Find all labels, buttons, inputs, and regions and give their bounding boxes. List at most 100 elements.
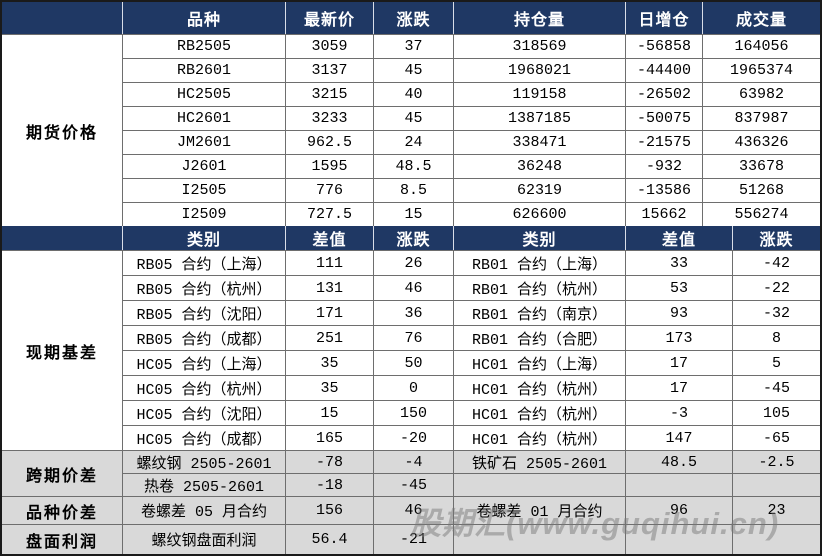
table-cell: RB01 合约（南京） (453, 300, 625, 325)
table-cell: 35 (285, 350, 373, 375)
table-cell: HC05 合约（上海） (122, 350, 285, 375)
column-header-change: 涨跌 (373, 2, 453, 34)
table-cell: -42 (732, 250, 820, 275)
table-cell: 铁矿石 2505-2601 (453, 450, 625, 473)
table-cell: 727.5 (285, 202, 373, 226)
table-cell: 171 (285, 300, 373, 325)
table-cell: -45 (373, 473, 453, 496)
table-cell: -932 (625, 154, 702, 178)
section-label-spot-basis: 现期基差 (2, 250, 122, 450)
table-cell: -50075 (625, 106, 702, 130)
table-cell (453, 524, 625, 554)
table-cell: 33678 (702, 154, 820, 178)
table-cell: 48.5 (373, 154, 453, 178)
table-cell: 131 (285, 275, 373, 300)
table-cell: 318569 (453, 34, 625, 58)
table-cell: 40 (373, 82, 453, 106)
table-cell: I2505 (122, 178, 285, 202)
table-cell: 119158 (453, 82, 625, 106)
table-cell: -44400 (625, 58, 702, 82)
table-cell: -26502 (625, 82, 702, 106)
table-cell: 93 (625, 300, 732, 325)
column-header-category-right: 类别 (453, 226, 625, 250)
table-cell: HC05 合约（沈阳） (122, 400, 285, 425)
table-cell: 45 (373, 58, 453, 82)
column-header-diff-left: 差值 (285, 226, 373, 250)
table-cell: 837987 (702, 106, 820, 130)
table-cell: 63982 (702, 82, 820, 106)
table-cell: RB01 合约（上海） (453, 250, 625, 275)
table-cell: 3233 (285, 106, 373, 130)
section-label-futures-price: 期货价格 (2, 34, 122, 226)
table-cell: 36 (373, 300, 453, 325)
column-header-daily-oi-change: 日增仓 (625, 2, 702, 34)
table-cell: 热卷 2505-2601 (122, 473, 285, 496)
column-header-change-right: 涨跌 (732, 226, 820, 250)
table-cell: RB05 合约（沈阳） (122, 300, 285, 325)
table-cell: 卷螺差 05 月合约 (122, 496, 285, 524)
table-cell: 3137 (285, 58, 373, 82)
table-cell: 46 (373, 496, 453, 524)
table-cell: 17 (625, 350, 732, 375)
column-header-diff-right: 差值 (625, 226, 732, 250)
table-cell: 1387185 (453, 106, 625, 130)
table-cell: 156 (285, 496, 373, 524)
table-cell: 164056 (702, 34, 820, 58)
column-header-variety: 品种 (122, 2, 285, 34)
table-cell: RB05 合约（成都） (122, 325, 285, 350)
table-cell: 150 (373, 400, 453, 425)
table-cell: 17 (625, 375, 732, 400)
table-cell: 338471 (453, 130, 625, 154)
header-corner-cell (2, 2, 122, 34)
table-cell: 251 (285, 325, 373, 350)
table-cell: 33 (625, 250, 732, 275)
table-cell (732, 473, 820, 496)
table-cell: I2509 (122, 202, 285, 226)
table-cell: -45 (732, 375, 820, 400)
table-cell: 8.5 (373, 178, 453, 202)
table-cell: 53 (625, 275, 732, 300)
table-cell: 50 (373, 350, 453, 375)
table-cell: 76 (373, 325, 453, 350)
table-cell: -3 (625, 400, 732, 425)
table-cell: 51268 (702, 178, 820, 202)
table-cell: RB01 合约（杭州） (453, 275, 625, 300)
column-header-change-left: 涨跌 (373, 226, 453, 250)
table-cell: 147 (625, 425, 732, 450)
table-cell: 螺纹钢盘面利润 (122, 524, 285, 554)
table-cell: -4 (373, 450, 453, 473)
table-cell: 46 (373, 275, 453, 300)
table-cell: -32 (732, 300, 820, 325)
table-cell: 45 (373, 106, 453, 130)
table-cell: 962.5 (285, 130, 373, 154)
table-cell: 23 (732, 496, 820, 524)
table-cell: 436326 (702, 130, 820, 154)
table-cell: 626600 (453, 202, 625, 226)
table-cell: RB01 合约（合肥） (453, 325, 625, 350)
table-cell: 105 (732, 400, 820, 425)
table-cell: 15 (285, 400, 373, 425)
table-cell: 15662 (625, 202, 702, 226)
table-cell: HC05 合约（杭州） (122, 375, 285, 400)
table-cell: 8 (732, 325, 820, 350)
column-header-last-price: 最新价 (285, 2, 373, 34)
table-cell: 螺纹钢 2505-2601 (122, 450, 285, 473)
table-cell: HC01 合约（杭州） (453, 375, 625, 400)
table-cell: -13586 (625, 178, 702, 202)
section-label-board-profit: 盘面利润 (2, 524, 122, 554)
table-cell: HC01 合约（上海） (453, 350, 625, 375)
table-cell: 1965374 (702, 58, 820, 82)
table-cell: -21575 (625, 130, 702, 154)
table-cell (625, 473, 732, 496)
table-cell: 165 (285, 425, 373, 450)
table-cell: 62319 (453, 178, 625, 202)
table-cell: 5 (732, 350, 820, 375)
table-cell: HC2601 (122, 106, 285, 130)
table-cell: 48.5 (625, 450, 732, 473)
column-header-category-left: 类别 (122, 226, 285, 250)
table-cell: 0 (373, 375, 453, 400)
table-cell: JM2601 (122, 130, 285, 154)
table-cell: 26 (373, 250, 453, 275)
table-cell (453, 473, 625, 496)
